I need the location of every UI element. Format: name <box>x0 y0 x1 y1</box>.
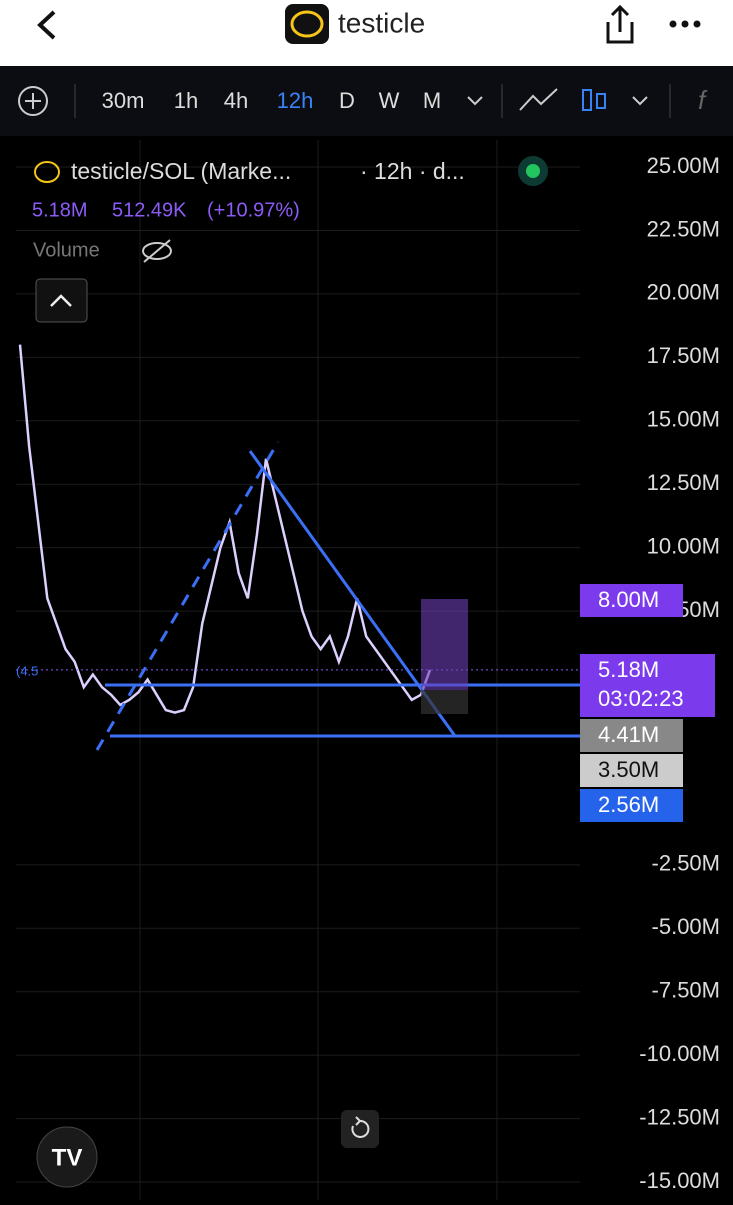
token-icon-face <box>290 10 324 38</box>
interval-button[interactable]: W <box>379 88 400 113</box>
y-tick-label: -15.00M <box>639 1168 720 1193</box>
chart-type-dropdown[interactable] <box>632 96 648 106</box>
tradingview-logo-mark: TV <box>52 1144 83 1171</box>
line-type-button[interactable] <box>519 88 558 111</box>
stop-zone <box>421 690 468 714</box>
back-button[interactable] <box>37 10 56 40</box>
reset-button[interactable] <box>341 1110 379 1148</box>
price-badge <box>580 789 683 822</box>
price-badge <box>580 584 683 617</box>
price-badge-label: 03:02:23 <box>598 686 684 711</box>
y-tick-label: -12.50M <box>639 1104 720 1129</box>
y-tick-label: -5.00M <box>652 914 720 939</box>
price-badge <box>580 654 715 717</box>
legend-symbol: testicle/SOL (Marke... <box>71 158 291 184</box>
interval-button[interactable]: 1h <box>174 88 198 113</box>
interval-dropdown[interactable] <box>467 96 483 106</box>
legend-detail: · 12h · d... <box>360 158 465 184</box>
collapse-button[interactable] <box>35 278 88 323</box>
legend-icon <box>34 161 60 183</box>
y-tick-label: 20.00M <box>647 280 720 305</box>
interval-button[interactable]: 4h <box>224 88 248 113</box>
price-badge-label: 8.00M <box>598 587 659 612</box>
add-button[interactable] <box>18 86 48 116</box>
top-bar <box>0 0 733 66</box>
collapse-icon <box>50 294 72 307</box>
trendlines <box>95 441 580 751</box>
more-button[interactable] <box>669 20 701 28</box>
indicators-button[interactable]: f <box>698 85 708 115</box>
y-tick-label: 17.50M <box>647 343 720 368</box>
interval-button[interactable]: M <box>423 88 441 113</box>
share-button[interactable] <box>606 4 634 44</box>
legend-price: 5.18M <box>32 199 88 221</box>
toolbar <box>0 66 733 136</box>
target-zone <box>421 599 468 690</box>
left-marker: (4.5 <box>16 663 38 678</box>
price-badge <box>580 719 683 752</box>
y-tick-label: 10.00M <box>647 533 720 558</box>
add-icon <box>25 93 41 109</box>
price-badge-label: 5.18M <box>598 657 659 682</box>
legend-change: 512.49K <box>112 199 187 221</box>
y-tick-label: -10.00M <box>639 1041 720 1066</box>
hide-volume-button[interactable] <box>142 239 172 263</box>
y-tick-label: -2.50M <box>652 851 720 876</box>
interval-button[interactable]: 30m <box>102 88 145 113</box>
price-line <box>18 344 432 714</box>
price-badge <box>580 754 683 787</box>
candle-type-button[interactable] <box>582 89 606 111</box>
y-tick-label: 15.00M <box>647 407 720 432</box>
tradingview-logo[interactable] <box>36 1126 98 1188</box>
y-tick-label: 25.00M <box>647 153 720 178</box>
price-badge-label: 4.41M <box>598 722 659 747</box>
y-tick-label: 12.50M <box>647 470 720 495</box>
legend-volume: Volume <box>33 239 100 261</box>
price-badge-label: 3.50M <box>598 757 659 782</box>
price-badge-label: 2.56M <box>598 792 659 817</box>
legend-change-pct: (+10.97%) <box>207 199 300 221</box>
interval-button[interactable]: D <box>339 88 355 113</box>
interval-button[interactable]: 12h <box>277 88 314 113</box>
header-title: testicle <box>338 7 425 38</box>
reset-icon <box>351 1116 370 1138</box>
y-tick-label: -7.50M <box>652 978 720 1003</box>
y-tick-label: 22.50M <box>647 216 720 241</box>
status-dot <box>526 164 540 178</box>
